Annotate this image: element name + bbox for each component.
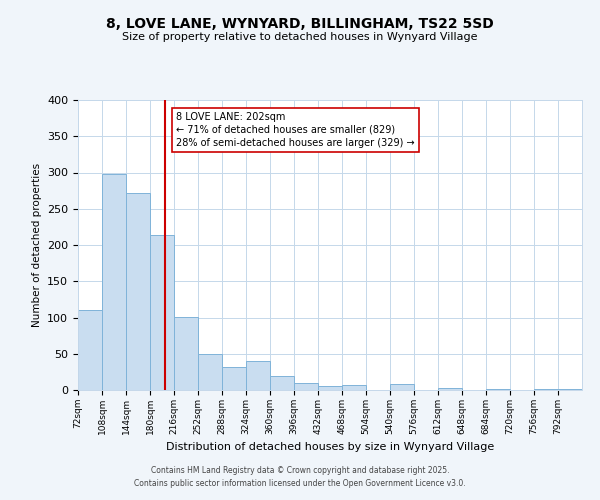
Bar [390, 384, 414, 390]
Bar [558, 388, 582, 390]
Bar [78, 310, 102, 390]
Bar [222, 367, 246, 390]
Bar [486, 388, 510, 390]
Text: 8 LOVE LANE: 202sqm
← 71% of detached houses are smaller (829)
28% of semi-detac: 8 LOVE LANE: 202sqm ← 71% of detached ho… [176, 112, 415, 148]
Text: Size of property relative to detached houses in Wynyard Village: Size of property relative to detached ho… [122, 32, 478, 42]
Bar [342, 385, 366, 390]
X-axis label: Distribution of detached houses by size in Wynyard Village: Distribution of detached houses by size … [166, 442, 494, 452]
Y-axis label: Number of detached properties: Number of detached properties [32, 163, 41, 327]
Bar [102, 174, 126, 390]
Bar [174, 317, 198, 390]
Bar [534, 388, 558, 390]
Bar [270, 376, 294, 390]
Bar [126, 193, 150, 390]
Text: 8, LOVE LANE, WYNYARD, BILLINGHAM, TS22 5SD: 8, LOVE LANE, WYNYARD, BILLINGHAM, TS22 … [106, 18, 494, 32]
Bar [294, 383, 318, 390]
Text: Contains HM Land Registry data © Crown copyright and database right 2025.
Contai: Contains HM Land Registry data © Crown c… [134, 466, 466, 487]
Bar [438, 388, 462, 390]
Bar [198, 354, 222, 390]
Bar [150, 235, 174, 390]
Bar [246, 361, 270, 390]
Bar [318, 386, 342, 390]
